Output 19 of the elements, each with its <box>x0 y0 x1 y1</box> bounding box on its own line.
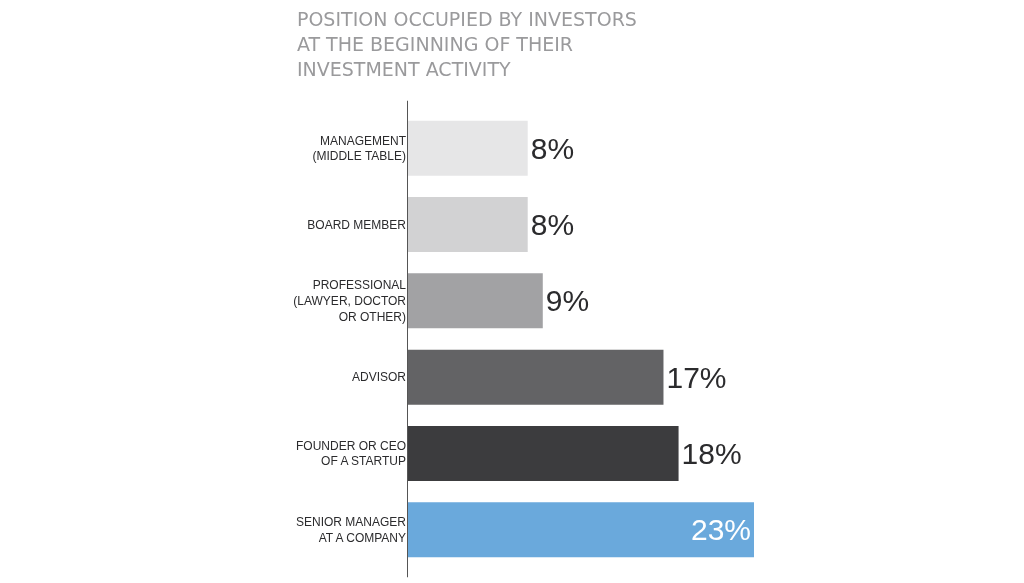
data-label: 23% <box>690 513 751 547</box>
data-label: 8% <box>530 208 575 241</box>
data-label: 8% <box>530 131 575 165</box>
bar <box>407 502 754 558</box>
data-label: 9% <box>545 284 590 318</box>
y-tick-label: FOUNDER OR CEO OF A STARTUP <box>295 438 406 469</box>
data-label: 17% <box>666 360 727 394</box>
bar <box>407 197 528 252</box>
bar <box>407 426 679 481</box>
y-tick-label: SENIOR MANAGER AT A COMPANY <box>295 515 407 545</box>
bar <box>407 120 528 176</box>
y-tick-label: MANAGEMENT (MIDDLE TABLE) <box>312 133 407 164</box>
y-tick-label: BOARD MEMBER <box>307 217 407 232</box>
bar <box>407 273 543 329</box>
bar <box>407 349 664 405</box>
y-tick-label: ADVISOR <box>351 370 407 385</box>
chart-title: POSITION OCCUPIED BY INVESTORS AT THE BEGINNING OF THEIR INVESTMENT ACTIVITY <box>296 8 637 80</box>
data-label: 18% <box>681 437 742 470</box>
y-tick-label: PROFESSIONAL (LAWYER, DOCTOR OR OTHER) <box>293 278 407 324</box>
